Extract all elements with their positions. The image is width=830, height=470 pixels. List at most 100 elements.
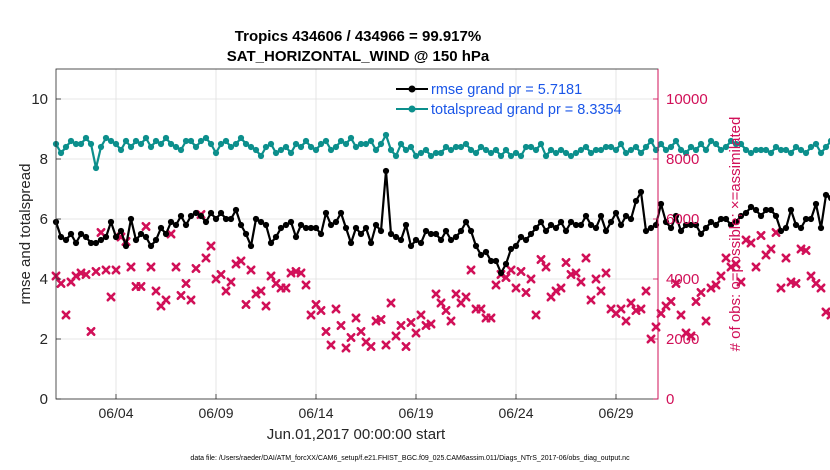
obs-count-point (506, 265, 516, 275)
obs-count-stroke (306, 310, 316, 320)
obs-count-stroke (506, 265, 516, 275)
totalspread-point (442, 143, 450, 151)
totalspread-point (297, 143, 305, 151)
obs-count-stroke (716, 271, 726, 281)
totalspread-point (347, 134, 355, 142)
rmse-point (502, 260, 510, 268)
totalspread-point (77, 140, 85, 148)
obs-count-stroke (726, 262, 736, 272)
totalspread-point (582, 143, 590, 151)
obs-count-point (176, 290, 186, 301)
obs-count-stroke (711, 280, 721, 290)
obs-count-point (151, 286, 161, 296)
rmse-point (597, 212, 605, 220)
totalspread-point (492, 146, 500, 154)
obs-count-stroke (441, 305, 451, 316)
rmse-point (522, 236, 530, 244)
series-obs-count (51, 210, 830, 353)
y2-tick-label: 8000 (666, 151, 699, 168)
rmse-point (237, 221, 245, 229)
rmse-point (497, 269, 505, 277)
obs-count-point (616, 304, 626, 314)
obs-count-stroke (91, 266, 101, 277)
obs-count-stroke (366, 341, 376, 352)
rmse-point (662, 218, 670, 226)
obs-count-stroke (571, 268, 581, 278)
totalspread-point (547, 146, 555, 154)
obs-count-stroke (821, 307, 830, 317)
obs-count-point (541, 262, 551, 272)
obs-count-stroke (696, 287, 706, 298)
obs-count-point (626, 298, 636, 308)
rmse-point (417, 239, 425, 247)
totalspread-point (757, 146, 765, 154)
rmse-point (427, 230, 435, 238)
obs-count-point (91, 266, 101, 277)
obs-count-stroke (376, 314, 386, 325)
rmse-point (627, 215, 635, 223)
rmse-point (142, 233, 150, 241)
obs-count-point (111, 265, 121, 275)
totalspread-point (737, 140, 745, 148)
obs-count-stroke (136, 281, 146, 292)
obs-count-point (741, 235, 751, 245)
rmse-point (302, 224, 310, 232)
obs-count-stroke (801, 246, 811, 255)
totalspread-point (457, 143, 465, 151)
obs-count-stroke (551, 286, 561, 296)
totalspread-point (637, 149, 645, 157)
obs-count-point (701, 316, 711, 326)
obs-count-stroke (111, 265, 121, 275)
obs-count-point (676, 310, 686, 320)
rmse-point (382, 167, 390, 175)
obs-count-stroke (706, 283, 716, 293)
rmse-point (102, 233, 110, 241)
rmse-point (282, 221, 290, 229)
totalspread-point (477, 143, 485, 151)
rmse-point (57, 233, 65, 241)
rmse-point (552, 224, 560, 232)
rmse-point (682, 221, 690, 229)
totalspread-point (262, 143, 270, 151)
rmse-point (607, 218, 615, 226)
obs-count-point (326, 340, 336, 350)
obs-count-point (81, 269, 91, 280)
rmse-point (537, 218, 545, 226)
totalspread-point (202, 134, 210, 142)
rmse-point (167, 218, 175, 226)
y2-axis-label: # of obs: o=possible; ×=assimilated (727, 117, 744, 352)
y2-tick-label: 4000 (666, 271, 699, 288)
obs-count-point (256, 286, 266, 296)
obs-count-stroke (811, 278, 821, 289)
obs-count-point (751, 262, 761, 272)
obs-count-point (56, 278, 66, 289)
y2-tick-label: 0 (666, 391, 674, 408)
rmse-point (197, 212, 205, 220)
obs-count-point (706, 283, 716, 293)
totalspread-point (482, 146, 490, 154)
obs-count-stroke (581, 253, 591, 263)
rmse-point (202, 218, 210, 226)
obs-count-stroke (681, 328, 691, 338)
x-tick-label: 06/24 (498, 405, 533, 421)
obs-count-stroke (396, 320, 406, 331)
obs-count-point (466, 265, 476, 275)
obs-count-point (641, 286, 651, 296)
rmse-point (252, 215, 260, 223)
rmse-point (437, 236, 445, 244)
totalspread-point (627, 146, 635, 154)
obs-count-stroke (826, 310, 830, 316)
rmse-point (222, 215, 230, 223)
rmse-point (587, 221, 595, 229)
y-tick-label: 6 (40, 211, 48, 228)
rmse-point (397, 236, 405, 244)
obs-count-point (376, 314, 386, 325)
obs-count-stroke (586, 295, 596, 305)
rmse-point (827, 195, 830, 201)
obs-count-point (426, 319, 436, 329)
obs-count-point (246, 265, 256, 275)
obs-count-point (396, 320, 406, 331)
totalspread-point (247, 143, 255, 151)
obs-count-stroke (561, 257, 571, 268)
obs-count-point (586, 295, 596, 305)
